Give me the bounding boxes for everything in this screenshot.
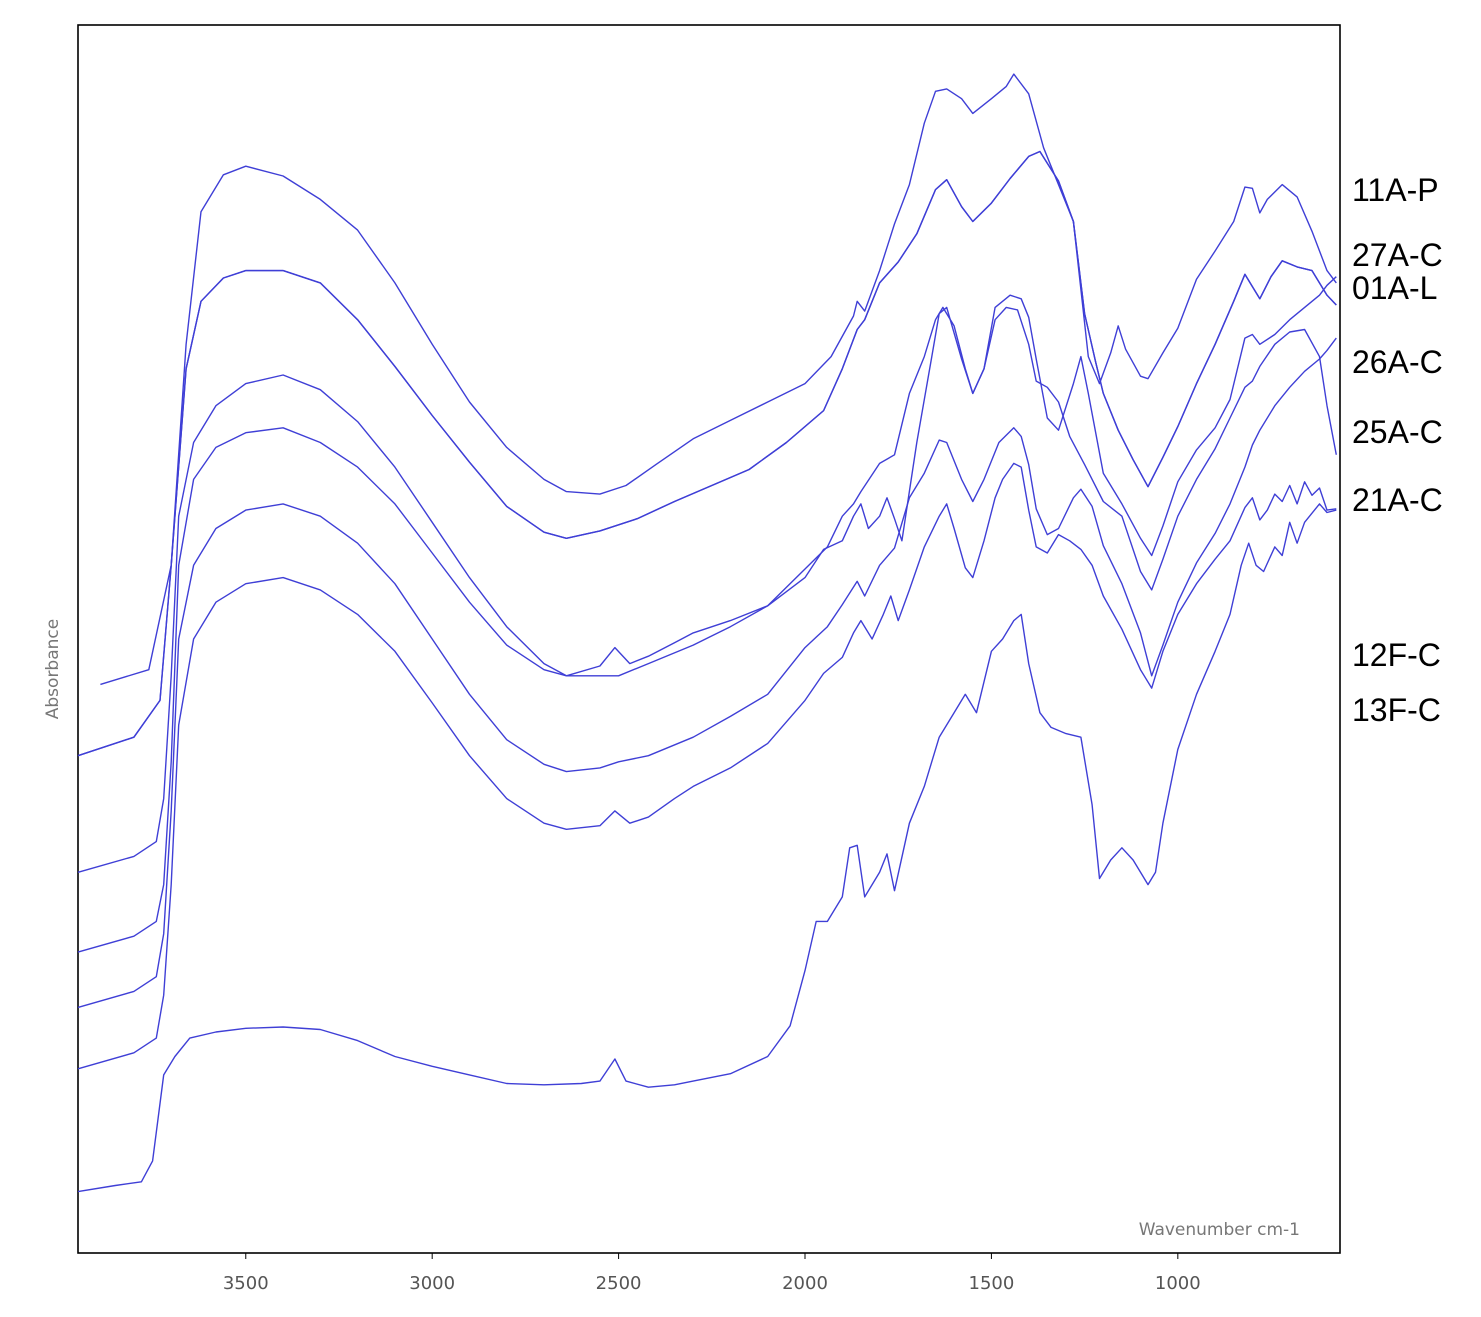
series-label-12f-c: 12F-C	[1352, 637, 1441, 673]
spectrum-line-26a-c	[77, 150, 1337, 757]
series-label-26a-c: 26A-C	[1352, 344, 1443, 380]
y-axis-title: Absorbance	[43, 619, 63, 719]
x-tick-label: 3000	[409, 1273, 455, 1294]
spectrum-line-11a-p	[100, 73, 1337, 686]
x-tick-label: 1500	[969, 1273, 1015, 1294]
x-tick-label: 2500	[596, 1273, 642, 1294]
x-tick-label: 3500	[223, 1273, 269, 1294]
series-label-01a-l: 01A-L	[1352, 270, 1437, 306]
spectrum-line-13f-c	[77, 503, 1337, 1193]
x-tick-label: 1000	[1155, 1273, 1201, 1294]
series-label-11a-p: 11A-P	[1352, 172, 1439, 208]
x-tick-label: 2000	[782, 1273, 828, 1294]
series-label-21a-c: 21A-C	[1352, 482, 1443, 518]
spectrum-line-01a-l	[77, 276, 1337, 953]
series-label-27a-c: 27A-C	[1352, 237, 1443, 273]
spectrum-line-27a-c	[77, 150, 1337, 757]
plot-frame	[77, 24, 1341, 1254]
series-label-13f-c: 13F-C	[1352, 692, 1441, 728]
spectra-series	[77, 73, 1337, 1193]
x-axis: 3500 3000 2500 2000 1500 1000	[223, 1253, 1201, 1294]
series-label-25a-c: 25A-C	[1352, 414, 1443, 450]
x-axis-title: Wavenumber cm-1	[1139, 1220, 1300, 1240]
spectrum-line-12f-c	[77, 462, 1337, 1070]
spectrum-line-21a-c	[77, 306, 1337, 873]
spectrum-line-25a-c	[77, 337, 1337, 1009]
